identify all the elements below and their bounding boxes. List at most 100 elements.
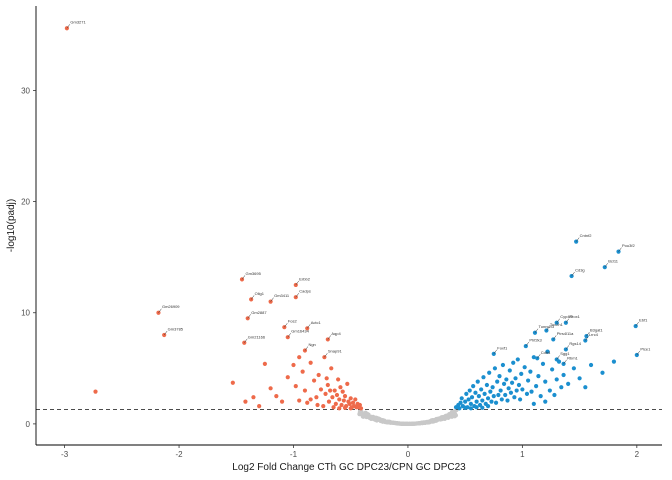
up-point [508, 390, 514, 395]
up-point [476, 393, 481, 399]
up-point [547, 388, 552, 393]
gene-label: Gm26909 [162, 304, 180, 309]
gene-label: Bcl11 [608, 259, 618, 264]
gene-label-leader [163, 330, 168, 336]
down-point [329, 366, 334, 371]
down-point [297, 398, 302, 403]
up-point [516, 382, 522, 388]
up-point [498, 388, 503, 393]
down-point [257, 404, 262, 409]
down-point [337, 397, 342, 402]
gene-label: Ebf1 [639, 318, 648, 323]
gene-label-leader [270, 297, 274, 302]
gene-label: Prox1 [569, 314, 580, 319]
up-point [495, 379, 500, 384]
up-point [520, 387, 525, 392]
gene-label-leader [563, 359, 567, 365]
gene-label: Rgs14 [569, 341, 581, 346]
gene-label: Fos2 [288, 319, 298, 324]
gene-label: Sgg1 [560, 351, 570, 356]
down-point [358, 406, 364, 411]
gene-label-leader [327, 335, 332, 340]
up-point [552, 392, 557, 398]
gene-label: Aqp4 [331, 331, 341, 336]
gene-label: Gm16434 [291, 329, 309, 334]
down-point [305, 400, 310, 405]
gene-label-leader [158, 308, 162, 313]
up-point [561, 372, 566, 378]
down-point [342, 405, 348, 410]
up-point [466, 397, 471, 402]
gene-label: Pou3f2 [622, 243, 635, 248]
up-point [611, 359, 617, 364]
gene-label: Gm3271 [70, 20, 86, 25]
up-point [464, 391, 469, 396]
down-point [348, 406, 353, 411]
gene-label-leader [585, 336, 589, 341]
gene-label-leader [618, 247, 622, 252]
up-point [509, 380, 515, 385]
up-point [493, 400, 499, 405]
down-point [318, 387, 324, 392]
gene-label-leader [324, 353, 328, 358]
ns-point [452, 414, 457, 419]
gene-label: Cdh4 [541, 350, 551, 355]
up-point [488, 389, 493, 394]
down-point [330, 395, 335, 400]
gene-label-leader [250, 295, 255, 300]
x-tick-label: -2 [175, 450, 183, 459]
x-axis-ticks: -3 -2 -1 0 1 2 [61, 445, 640, 459]
gene-label: Foxf1 [497, 345, 508, 350]
up-point [536, 373, 541, 379]
gene-label: Gm3785 [168, 326, 184, 331]
up-point [484, 382, 490, 388]
down-point [308, 360, 313, 365]
up-point [531, 355, 536, 360]
down-point [328, 388, 333, 393]
up-point [471, 383, 476, 389]
down-point [311, 378, 317, 383]
up-point [511, 360, 516, 365]
down-point [341, 398, 346, 403]
gene-label-leader [534, 328, 539, 333]
up-point [463, 405, 468, 410]
down-point [347, 401, 352, 406]
gene-label: Cntnf2 [580, 233, 593, 238]
up-point [531, 401, 536, 406]
gene-label: Tox2h1 [550, 322, 564, 327]
up-point [543, 379, 548, 384]
gene-label: B3gat1 [590, 328, 603, 333]
up-point [480, 398, 485, 403]
x-tick-label: 2 [635, 450, 640, 459]
up-point [519, 371, 524, 376]
up-point [463, 399, 468, 404]
up-point [566, 381, 571, 386]
gene-label: Olig1 [255, 291, 265, 296]
gene-label: Plce1 [640, 346, 651, 351]
down-point [243, 399, 248, 404]
gene-label: Gm3411 [274, 293, 290, 298]
down-point [297, 355, 302, 360]
nonsignificant-points [357, 407, 459, 426]
gene-label-leader [565, 345, 570, 350]
up-point [550, 367, 555, 372]
up-point [468, 401, 473, 406]
up-point [600, 370, 605, 375]
up-point [485, 396, 491, 401]
up-point [588, 362, 594, 368]
down-point [339, 402, 344, 408]
x-tick-label: -1 [290, 450, 298, 459]
down-point [323, 391, 328, 396]
up-point [522, 365, 527, 370]
gene-label-leader [244, 338, 248, 343]
up-point [524, 391, 530, 396]
down-point [251, 395, 256, 400]
up-point [457, 406, 462, 411]
down-point [285, 375, 290, 380]
gene-label-leader [604, 263, 608, 268]
down-point [338, 385, 343, 390]
gene-label: Snap91 [328, 349, 343, 354]
gene-label-leader [565, 318, 570, 323]
down-labeled-point [156, 310, 161, 315]
up-point [479, 387, 484, 392]
